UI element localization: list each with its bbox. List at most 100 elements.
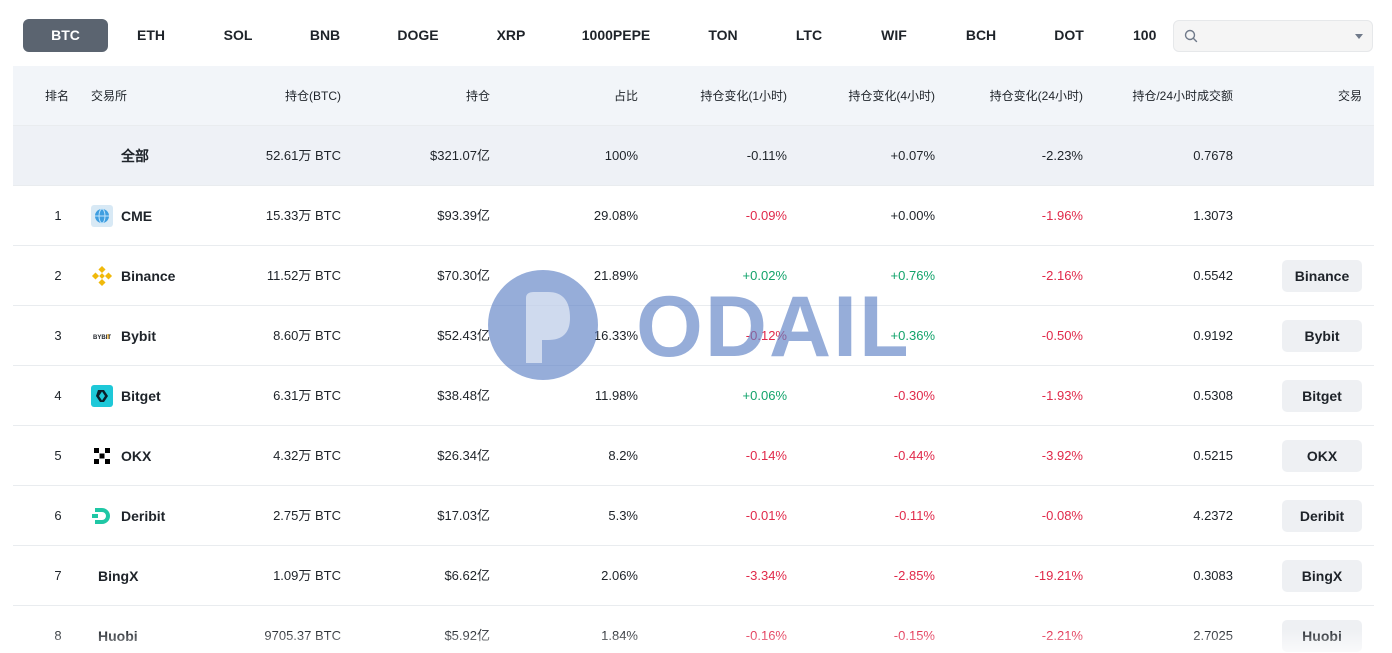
bitget-icon (91, 385, 113, 407)
exchange-cell[interactable]: Deribit (91, 486, 251, 546)
trade-button-bybit[interactable]: Bybit (1282, 320, 1362, 352)
search-input[interactable] (1204, 25, 1344, 47)
trade-cell: Deribit (1253, 486, 1362, 546)
header-share[interactable]: 占比 (613, 89, 638, 103)
tab-ltc[interactable]: LTC (795, 27, 823, 43)
tab-100[interactable]: 100 (1133, 27, 1157, 43)
header-change-24h[interactable]: 持仓变化(24小时) (989, 89, 1083, 103)
exchange-cell[interactable]: Bitget (91, 366, 251, 426)
table-row: 8 Huobi 9705.37 BTC $5.92亿 1.84% -0.16% … (13, 606, 1374, 653)
exchange-cell[interactable]: OKX (91, 426, 251, 486)
exchange-name: Deribit (121, 508, 166, 524)
change-24h: -0.50% (1041, 328, 1083, 343)
oi-usd: $6.62亿 (444, 568, 490, 583)
oi-volume-ratio: 0.5542 (1193, 268, 1233, 283)
deribit-icon (92, 508, 110, 524)
table-row: 2 Binance 11.52万 BTC $70.30亿 21.89% +0.0… (13, 246, 1374, 306)
oi-usd: $93.39亿 (437, 208, 490, 223)
cme-globe-icon (91, 205, 113, 227)
rank: 2 (54, 268, 62, 283)
top-bar: BTC ETH SOL BNB DOGE XRP 1000PEPE TON LT… (0, 0, 1392, 66)
oi-btc: 2.75万 BTC (273, 508, 341, 523)
trade-button-binance[interactable]: Binance (1282, 260, 1362, 292)
open-interest-table: 排名 交易所 持仓(BTC) 持仓 占比 持仓变化(1小时) 持仓变化(4小时)… (13, 66, 1374, 653)
total-change-1h: -0.11% (746, 148, 787, 163)
search-box[interactable] (1173, 20, 1373, 52)
tab-dot[interactable]: DOT (1054, 27, 1084, 43)
binance-icon (91, 265, 113, 287)
oi-btc: 15.33万 BTC (265, 208, 341, 223)
rank: 3 (54, 328, 62, 343)
header-change-4h[interactable]: 持仓变化(4小时) (848, 89, 935, 103)
exchange-name: Bybit (121, 328, 156, 344)
oi-volume-ratio: 0.5308 (1193, 388, 1233, 403)
change-1h: -3.34% (745, 568, 787, 583)
oi-btc: 6.31万 BTC (273, 388, 341, 403)
change-1h: -0.14% (745, 448, 787, 463)
share: 1.84% (601, 628, 638, 643)
total-share: 100% (604, 148, 638, 163)
change-24h: -1.93% (1041, 388, 1083, 403)
oi-volume-ratio: 0.3083 (1193, 568, 1233, 583)
chevron-down-icon[interactable] (1355, 34, 1363, 39)
tab-xrp[interactable]: XRP (496, 27, 526, 43)
exchange-name: Binance (121, 268, 176, 284)
exchange-cell[interactable]: CME (91, 186, 251, 246)
rank: 4 (54, 388, 62, 403)
table-row: 3 BYBIT Bybit 8.60万 BTC $52.43亿 16.33% -… (13, 306, 1374, 366)
trade-cell: OKX (1253, 426, 1362, 486)
change-4h: +0.36% (890, 328, 935, 343)
share: 2.06% (601, 568, 638, 583)
tab-btc[interactable]: BTC (23, 19, 108, 52)
rank: 5 (54, 448, 62, 463)
share: 21.89% (593, 268, 638, 283)
exchange-cell[interactable]: Binance (91, 246, 251, 306)
change-4h: -2.85% (893, 568, 935, 583)
oi-btc: 8.60万 BTC (273, 328, 341, 343)
header-oi-volume-ratio[interactable]: 持仓/24小时成交额 (1132, 89, 1233, 103)
tab-eth[interactable]: ETH (137, 27, 165, 43)
tab-ton[interactable]: TON (708, 27, 738, 43)
oi-usd: $38.48亿 (437, 388, 490, 403)
header-oi-btc[interactable]: 持仓(BTC) (285, 89, 341, 103)
trade-button-deribit[interactable]: Deribit (1282, 500, 1362, 532)
tab-bnb[interactable]: BNB (309, 27, 341, 43)
trade-button-bitget[interactable]: Bitget (1282, 380, 1362, 412)
header-change-1h[interactable]: 持仓变化(1小时) (700, 89, 787, 103)
rank: 1 (54, 208, 62, 223)
symbol-tabs: BTC ETH SOL BNB DOGE XRP 1000PEPE TON LT… (23, 19, 1163, 52)
trade-cell: Binance (1253, 246, 1362, 306)
oi-volume-ratio: 1.3073 (1193, 208, 1233, 223)
total-oi-usd: $321.07亿 (430, 148, 490, 163)
tab-bch[interactable]: BCH (965, 27, 997, 43)
oi-volume-ratio: 0.9192 (1193, 328, 1233, 343)
tab-doge[interactable]: DOGE (397, 27, 439, 43)
share: 11.98% (594, 388, 638, 403)
oi-btc: 11.52万 BTC (266, 268, 341, 283)
header-oi-usd[interactable]: 持仓 (465, 89, 490, 103)
trade-cell: BingX (1253, 546, 1362, 606)
oi-usd: $70.30亿 (437, 268, 490, 283)
change-24h: -2.21% (1041, 628, 1083, 643)
table-row: 6 Deribit 2.75万 BTC $17.03亿 5.3% -0.01% … (13, 486, 1374, 546)
change-24h: -0.08% (1041, 508, 1083, 523)
change-24h: -2.16% (1041, 268, 1083, 283)
table-row: 4 Bitget 6.31万 BTC $38.48亿 11.98% +0.06%… (13, 366, 1374, 426)
change-24h: -1.96% (1041, 208, 1083, 223)
change-24h: -19.21% (1034, 568, 1083, 583)
exchange-cell[interactable]: BYBIT Bybit (91, 306, 251, 366)
tab-sol[interactable]: SOL (223, 27, 253, 43)
change-4h: +0.76% (890, 268, 935, 283)
trade-button-okx[interactable]: OKX (1282, 440, 1362, 472)
table-row: 5 OKX 4.32万 BTC $26.34亿 8.2% -0.14% -0.4… (13, 426, 1374, 486)
trade-button-huobi[interactable]: Huobi (1282, 620, 1362, 652)
tab-1000pepe[interactable]: 1000PEPE (581, 27, 651, 43)
oi-btc: 9705.37 BTC (264, 628, 341, 643)
tab-wif[interactable]: WIF (881, 27, 907, 43)
change-1h: +0.02% (742, 268, 787, 283)
exchange-cell[interactable]: BingX (91, 546, 251, 606)
change-1h: -0.09% (745, 208, 787, 223)
oi-usd: $52.43亿 (437, 328, 490, 343)
change-1h: +0.06% (742, 388, 787, 403)
trade-button-bingx[interactable]: BingX (1282, 560, 1362, 592)
